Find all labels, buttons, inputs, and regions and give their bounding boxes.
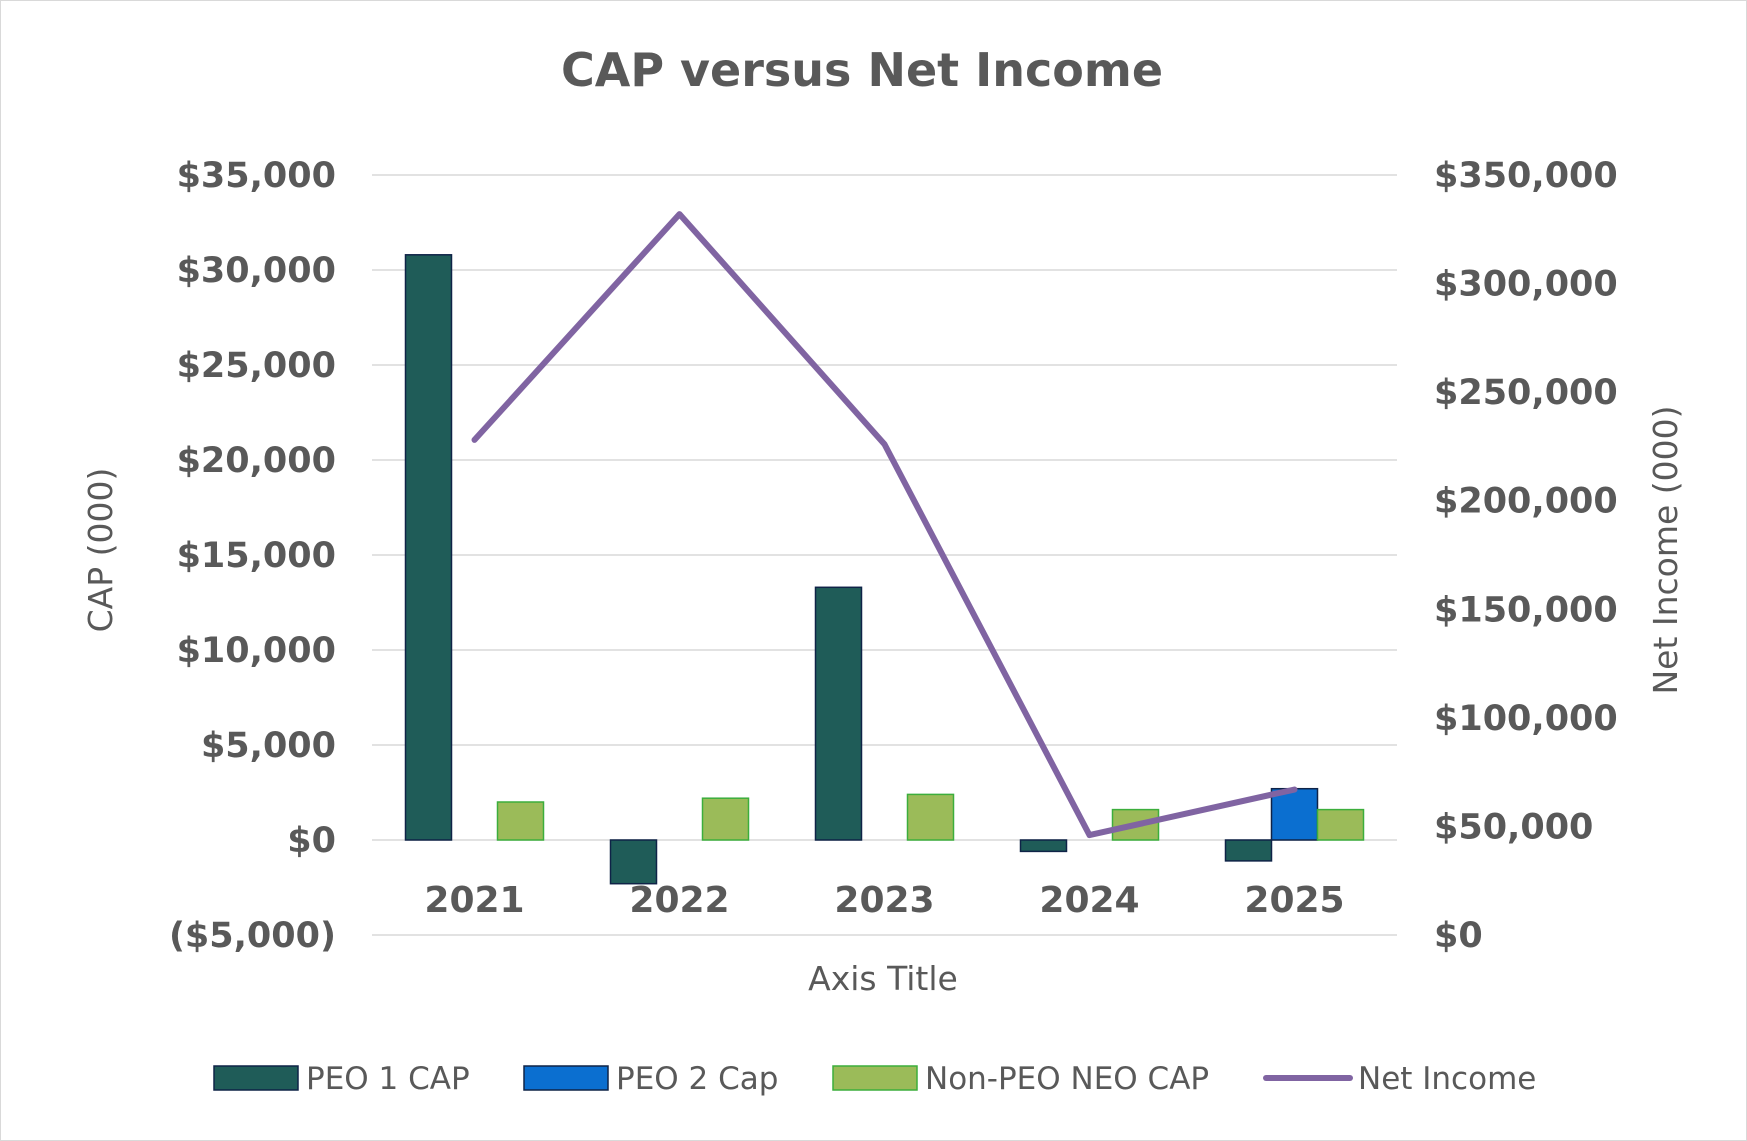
x-tick-label: 2023 bbox=[834, 880, 934, 921]
y2-tick-label: $250,000 bbox=[1434, 373, 1618, 413]
legend-label: Net Income bbox=[1358, 1061, 1536, 1097]
y2-tick-label: $0 bbox=[1434, 916, 1483, 956]
legend-label: PEO 2 Cap bbox=[616, 1061, 778, 1097]
x-tick-label: 2024 bbox=[1039, 880, 1139, 921]
bar-peo-1-cap-2022 bbox=[609, 839, 658, 885]
y-tick-label: $30,000 bbox=[177, 251, 336, 291]
y-tick-label: $25,000 bbox=[177, 346, 336, 386]
y-tick-label: $20,000 bbox=[177, 441, 336, 481]
y2-tick-label: $50,000 bbox=[1434, 807, 1593, 847]
y-tick-label: $5,000 bbox=[201, 726, 336, 766]
x-tick-label: 2025 bbox=[1244, 880, 1344, 921]
y2-tick-label: $350,000 bbox=[1434, 156, 1618, 196]
y-tick-label: $15,000 bbox=[177, 536, 336, 576]
bar-peo-2-cap-2025 bbox=[1270, 787, 1319, 841]
legend-label: Non-PEO NEO CAP bbox=[925, 1061, 1209, 1097]
y-axis-title: CAP (000) bbox=[81, 468, 120, 633]
left-axis: ($5,000) $0 $5,000 $10,000 $15,000 $20,000 $25… bbox=[169, 156, 336, 956]
y2-tick-label: $200,000 bbox=[1434, 482, 1618, 522]
legend-label: PEO 1 CAP bbox=[306, 1061, 470, 1097]
y2-axis-title: Net Income (000) bbox=[1646, 405, 1685, 694]
line-series bbox=[471, 211, 1298, 839]
bar-peo-1-cap-2024 bbox=[1019, 839, 1068, 853]
x-axis-title: Axis Title bbox=[808, 959, 958, 998]
legend-swatch-non-peo-neo-cap bbox=[832, 1065, 918, 1091]
bar-peo-1-cap-2023 bbox=[814, 586, 863, 841]
y2-tick-label: $100,000 bbox=[1434, 699, 1618, 739]
y-tick-label: ($5,000) bbox=[169, 916, 336, 956]
chart-title: CAP versus Net Income bbox=[561, 43, 1163, 97]
x-tick-label: 2022 bbox=[629, 880, 729, 921]
legend-swatch-peo-1-cap bbox=[213, 1065, 299, 1091]
y2-tick-label: $300,000 bbox=[1434, 265, 1618, 305]
y2-tick-label: $150,000 bbox=[1434, 590, 1618, 630]
bar-peo-1-cap-2021 bbox=[404, 254, 453, 841]
category-axis: 2021 2022 2023 2024 2025 bbox=[424, 880, 1344, 921]
y-tick-label: $35,000 bbox=[177, 156, 336, 196]
y-tick-label: $0 bbox=[287, 821, 336, 861]
y-tick-label: $10,000 bbox=[177, 631, 336, 671]
bar-non-peo-neo-cap-2023 bbox=[906, 793, 955, 841]
bars bbox=[404, 254, 1365, 885]
bar-peo-1-cap-2025 bbox=[1224, 839, 1273, 862]
right-axis: $0 $50,000 $100,000 $150,000 $200,000 $250,00… bbox=[1434, 156, 1618, 956]
bar-non-peo-neo-cap-2022 bbox=[701, 797, 750, 841]
x-tick-label: 2021 bbox=[424, 880, 524, 921]
bar-non-peo-neo-cap-2021 bbox=[496, 801, 545, 841]
legend-swatch-peo-2-cap bbox=[523, 1065, 609, 1091]
bar-non-peo-neo-cap-2025 bbox=[1316, 808, 1365, 841]
legend: PEO 1 CAP PEO 2 Cap Non-PEO NEO CAP Net Inc… bbox=[213, 1061, 1536, 1097]
